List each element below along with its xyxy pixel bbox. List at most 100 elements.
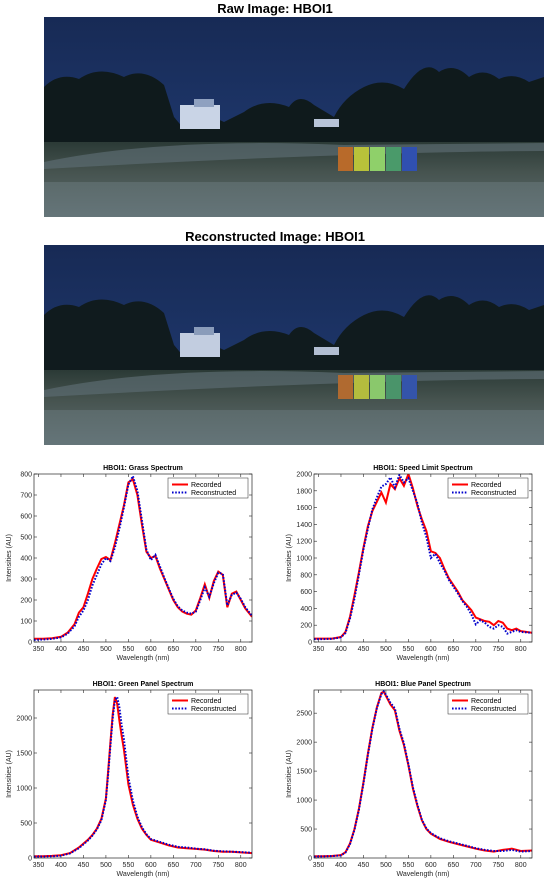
x-tick-label: 650 xyxy=(447,862,459,869)
x-tick-label: 350 xyxy=(33,646,45,653)
x-tick-label: 750 xyxy=(492,646,504,653)
axes-box xyxy=(33,473,253,643)
y-tick-label: 400 xyxy=(20,556,32,563)
x-tick-label: 650 xyxy=(167,646,179,653)
x-tick-label: 600 xyxy=(145,862,157,869)
chart-title: HBOI1: Green Panel Spectrum xyxy=(93,681,194,688)
x-tick-label: 350 xyxy=(313,862,325,869)
legend-label: Reconstructed xyxy=(471,706,516,713)
plot-area xyxy=(314,474,532,642)
x-tick-label: 550 xyxy=(123,646,135,653)
x-tick-label: 450 xyxy=(358,862,370,869)
y-tick-label: 2000 xyxy=(296,740,312,747)
x-tick-label: 700 xyxy=(190,646,202,653)
y-tick-label: 0 xyxy=(308,856,312,863)
y-tick-label: 0 xyxy=(28,640,32,647)
x-tick-label: 800 xyxy=(515,862,527,869)
blue-panel-spectrum-chart: HBOI1: Blue Panel Spectrum 0 500 1000 1500 20… xyxy=(286,681,533,878)
chart-title: HBOI1: Speed Limit Spectrum xyxy=(373,465,473,472)
x-tick-label: 450 xyxy=(78,646,90,653)
y-tick-label: 2500 xyxy=(296,711,312,718)
x-tick-label: 600 xyxy=(145,646,157,653)
axes-box xyxy=(313,473,533,643)
legend-label: Reconstructed xyxy=(191,706,236,713)
x-tick-label: 800 xyxy=(235,646,247,653)
y-tick-label: 100 xyxy=(20,619,32,626)
y-tick-label: 2000 xyxy=(296,472,312,479)
axes-box xyxy=(33,689,253,859)
x-tick-label: 600 xyxy=(425,862,437,869)
chart-title: HBOI1: Grass Spectrum xyxy=(103,465,183,472)
y-tick-label: 1200 xyxy=(296,539,312,546)
legend-box xyxy=(447,477,529,499)
y-tick-label: 600 xyxy=(20,514,32,521)
y-tick-label: 500 xyxy=(300,827,312,834)
x-tick-label: 550 xyxy=(123,862,135,869)
x-tick-label: 500 xyxy=(380,862,392,869)
legend-box xyxy=(167,693,249,715)
raw-image-title: Raw Image: HBOI1 xyxy=(217,1,333,16)
y-tick-label: 800 xyxy=(20,472,32,479)
y-tick-label: 800 xyxy=(300,572,312,579)
green-panel-spectrum-chart: HBOI1: Green Panel Spectrum 0 500 1000 1500 2… xyxy=(6,681,253,878)
y-tick-label: 0 xyxy=(28,856,32,863)
x-tick-label: 500 xyxy=(100,646,112,653)
x-tick-label: 450 xyxy=(358,646,370,653)
x-axis-label: Wavelength (nm) xyxy=(396,655,449,662)
y-tick-label: 1800 xyxy=(296,488,312,495)
legend-box xyxy=(447,693,529,715)
y-tick-label: 1000 xyxy=(16,786,32,793)
x-tick-label: 650 xyxy=(167,862,179,869)
legend-label: Reconstructed xyxy=(471,490,516,497)
series-line-reconstructed xyxy=(314,474,532,641)
x-tick-label: 400 xyxy=(335,646,347,653)
x-tick-label: 700 xyxy=(190,862,202,869)
legend-label: Recorded xyxy=(191,698,221,705)
legend-label: Reconstructed xyxy=(191,490,236,497)
series-line-reconstructed xyxy=(34,694,252,858)
y-axis-label: Intensities (AU) xyxy=(6,750,13,798)
y-tick-label: 400 xyxy=(300,606,312,613)
y-tick-label: 700 xyxy=(20,493,32,500)
x-axis-label: Wavelength (nm) xyxy=(116,871,169,878)
series-line-reconstructed xyxy=(314,690,532,858)
y-tick-label: 300 xyxy=(20,577,32,584)
x-tick-label: 450 xyxy=(78,862,90,869)
x-tick-label: 700 xyxy=(470,646,482,653)
y-axis-label: Intensities (AU) xyxy=(286,534,293,582)
x-tick-label: 800 xyxy=(515,646,527,653)
speed-limit-spectrum-chart: HBOI1: Speed Limit Spectrum 0 200 400 600 800… xyxy=(286,465,533,662)
y-axis-label: Intensities (AU) xyxy=(286,750,293,798)
legend-label: Recorded xyxy=(471,698,501,705)
y-tick-label: 1000 xyxy=(296,556,312,563)
x-tick-label: 400 xyxy=(335,862,347,869)
axes-box xyxy=(313,689,533,859)
y-tick-label: 1400 xyxy=(296,522,312,529)
y-axis-label: Intensities (AU) xyxy=(6,534,13,582)
grass-spectrum-chart: HBOI1: Grass Spectrum 0 100 200 300 400 500 600… xyxy=(6,465,253,662)
y-tick-label: 600 xyxy=(300,589,312,596)
x-tick-label: 550 xyxy=(403,862,415,869)
y-tick-label: 200 xyxy=(20,598,32,605)
plot-area xyxy=(314,690,532,858)
y-tick-label: 1600 xyxy=(296,505,312,512)
x-tick-label: 350 xyxy=(313,646,325,653)
x-tick-label: 350 xyxy=(33,862,45,869)
x-axis-label: Wavelength (nm) xyxy=(396,871,449,878)
x-tick-label: 700 xyxy=(470,862,482,869)
x-tick-label: 400 xyxy=(55,862,67,869)
x-tick-label: 750 xyxy=(212,646,224,653)
series-line-reconstructed xyxy=(34,474,252,641)
y-tick-label: 500 xyxy=(20,535,32,542)
legend-label: Recorded xyxy=(471,482,501,489)
x-tick-label: 550 xyxy=(403,646,415,653)
x-tick-label: 800 xyxy=(235,862,247,869)
y-tick-label: 1500 xyxy=(16,751,32,758)
x-tick-label: 400 xyxy=(55,646,67,653)
x-tick-label: 600 xyxy=(425,646,437,653)
reconstructed-image-title: Reconstructed Image: HBOI1 xyxy=(185,229,365,244)
x-tick-label: 500 xyxy=(100,862,112,869)
